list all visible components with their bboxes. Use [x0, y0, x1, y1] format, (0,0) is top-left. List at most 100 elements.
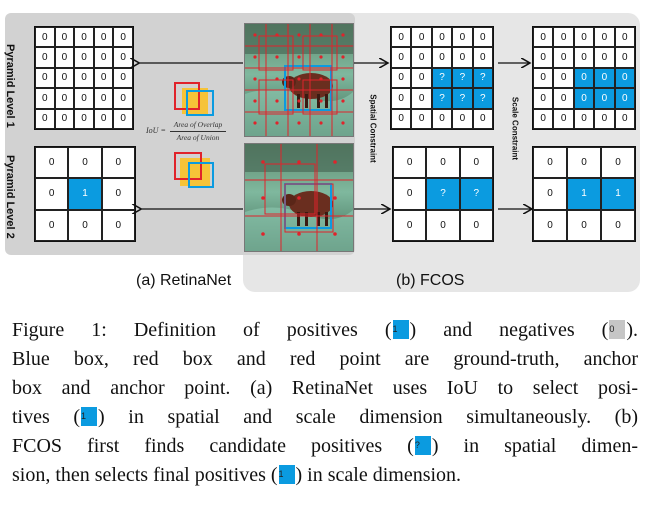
grid-cell: 0 — [472, 108, 493, 129]
grid-cell: 0 — [74, 67, 94, 89]
grid-cell: 0 — [391, 27, 412, 48]
grid-cell: 0 — [74, 47, 94, 68]
grid-cell: 0 — [533, 47, 554, 68]
grid-cell: 0 — [614, 88, 635, 109]
grid-cell: 0 — [533, 67, 554, 89]
retinanet-subfigure-label: (a) RetinaNet — [136, 272, 232, 289]
grid-cell: 0 — [113, 88, 133, 109]
grid-cell: ? — [472, 88, 493, 109]
grid-cell: 0 — [614, 47, 635, 68]
caption-line-4: tives (1) in spatial and scale dimension… — [12, 403, 638, 432]
caption-line-3: box and anchor point. (a) RetinaNet uses… — [12, 377, 638, 399]
grid-cell: 0 — [411, 47, 432, 68]
grid-cell: 0 — [393, 147, 427, 179]
grid-cell: 0 — [452, 47, 473, 68]
grid-cell: 0 — [93, 27, 114, 48]
iou-union-illustration — [172, 150, 218, 190]
cow-photo-level1 — [244, 23, 354, 137]
grid-cell: 0 — [391, 88, 412, 109]
candidate-chip: ? — [414, 435, 431, 455]
caption-text: tives ( — [12, 406, 81, 428]
grid-cell: 0 — [68, 147, 102, 179]
grid-cell: 0 — [54, 27, 75, 48]
grid-cell: 0 — [553, 108, 574, 129]
positive-chip: 1 — [278, 464, 295, 484]
grid-cell: 0 — [411, 108, 432, 129]
iou-boxes-overlap-illustration — [172, 80, 218, 120]
grid-cell: 0 — [567, 209, 601, 241]
grid-cell: 0 — [54, 108, 75, 129]
grid-cell: 0 — [74, 27, 94, 48]
grid-cell: 0 — [68, 209, 102, 241]
caption-text: sion, then selects final positives ( — [12, 464, 278, 486]
grid-cell: 0 — [426, 209, 460, 241]
grid-cell: ? — [472, 67, 493, 89]
grid-cell: 0 — [93, 88, 114, 109]
grid-cell: 0 — [93, 108, 114, 129]
caption-text: ) in spatial dimen- — [431, 435, 639, 457]
caption-line-5: FCOS first finds candidate positives (?)… — [12, 432, 638, 461]
grid-cell: 0 — [533, 27, 554, 48]
grid-cell: 0 — [101, 147, 135, 179]
positive-chip: 1 — [81, 406, 98, 426]
grid-cell: 0 — [533, 88, 554, 109]
grid-cell: 0 — [614, 27, 635, 48]
grid-cell: 0 — [74, 108, 94, 129]
grid-cell: 0 — [472, 27, 493, 48]
grid-cell: 0 — [594, 67, 615, 89]
grid-cell: 0 — [93, 67, 114, 89]
grid-cell: 0 — [573, 88, 595, 109]
spatial-constraint-label: Spatial Constraint — [368, 94, 378, 163]
grid-cell: 0 — [113, 67, 133, 89]
pyramid-level-1-label: Pyramid Level 1 — [4, 44, 16, 128]
figure-caption: Figure 1: Definition of positives (1) an… — [12, 316, 638, 490]
caption-text: ) and negatives ( — [409, 319, 609, 341]
grid-cell: 0 — [533, 209, 567, 241]
grid-cell: 1 — [567, 178, 601, 210]
grid-cell: 0 — [553, 47, 574, 68]
grid-cell: 0 — [35, 27, 55, 48]
grid-cell: 0 — [594, 27, 615, 48]
grid-cell: 0 — [411, 88, 432, 109]
grid-cell: 0 — [35, 108, 55, 129]
grid-cell: 0 — [533, 108, 554, 129]
grid-cell: 0 — [74, 88, 94, 109]
grid-cell: 0 — [393, 209, 427, 241]
grid-cell: 0 — [35, 209, 69, 241]
grid-cell: 0 — [391, 108, 412, 129]
fcos-spatial-level1-grid: 0 0 0 0 0 0 0 0 0 0 0 0??? 0 0??? 0 0 0 0 0 — [390, 26, 494, 130]
iou-numerator: Area of Overlap — [173, 120, 223, 129]
grid-cell: 0 — [35, 67, 55, 89]
pyramid-level-2-label: Pyramid Level 2 — [4, 155, 16, 239]
grid-cell: 0 — [54, 67, 75, 89]
grid-cell: ? — [459, 178, 493, 210]
grid-cell: 0 — [594, 47, 615, 68]
caption-text: ). — [626, 319, 638, 341]
grid-cell: 0 — [391, 67, 412, 89]
grid-cell: ? — [452, 67, 473, 89]
caption-line-6: sion, then selects final positives (1) i… — [12, 461, 638, 490]
scale-constraint-label: Scale Constraint — [510, 96, 520, 161]
grid-cell: 0 — [35, 47, 55, 68]
iou-fraction-bar — [170, 131, 226, 132]
grid-cell: 0 — [573, 67, 595, 89]
caption-text: ) in scale dimension. — [295, 464, 462, 486]
grid-cell: ? — [431, 88, 453, 109]
grid-cell: 0 — [411, 27, 432, 48]
caption-line-1: Figure 1: Definition of positives (1) an… — [12, 316, 638, 345]
grid-cell: 0 — [459, 209, 493, 241]
grid-cell: ? — [452, 88, 473, 109]
grid-cell: 0 — [553, 88, 574, 109]
caption-text: Figure 1: Definition of positives ( — [12, 319, 392, 341]
grid-cell: 0 — [601, 209, 635, 241]
grid-cell: 0 — [93, 47, 114, 68]
grid-cell: 0 — [601, 147, 635, 179]
grid-cell: 0 — [614, 108, 635, 129]
grid-cell: 0 — [54, 88, 75, 109]
grid-cell: 0 — [431, 27, 453, 48]
positive-chip: 1 — [392, 319, 409, 339]
grid-cell: 0 — [553, 27, 574, 48]
fcos-subfigure-label: (b) FCOS — [396, 272, 465, 289]
